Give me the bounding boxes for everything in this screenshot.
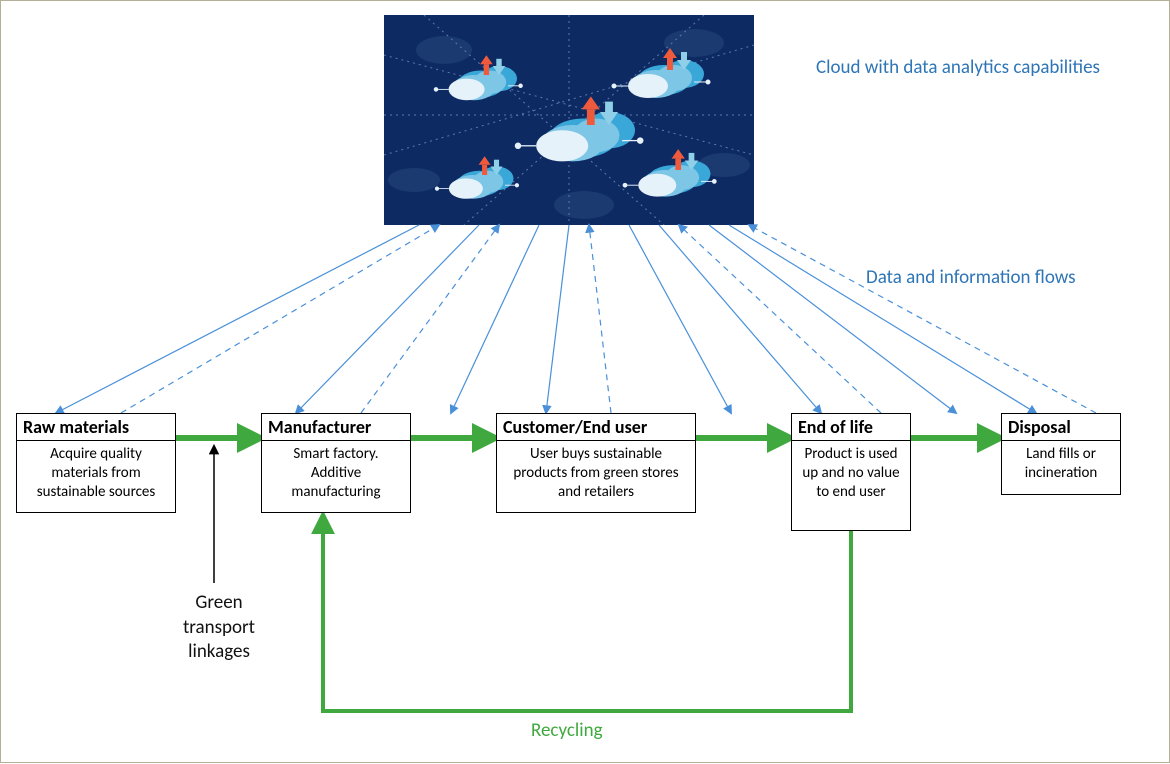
stage-disposal: Disposal Land fills or incineration	[1001, 413, 1121, 495]
stage-customer: Customer/End user User buys sustainable p…	[496, 413, 696, 513]
stage-title: Disposal	[1002, 414, 1120, 441]
stage-end-of-life: End of life Product is used up and no val…	[791, 413, 911, 531]
cloud-illustration	[384, 15, 754, 225]
stage-raw-materials: Raw materials Acquire quality materials f…	[16, 413, 176, 513]
stage-desc: Smart factory. Additive manufacturing	[268, 445, 404, 501]
stage-title: Raw materials	[17, 414, 175, 441]
recycling-label: Recycling	[531, 719, 603, 742]
stage-manufacturer: Manufacturer Smart factory. Additive manu…	[261, 413, 411, 513]
stage-desc: Product is used up and no value to end u…	[798, 445, 904, 501]
green-transport-label: Green transport linkages	[159, 591, 279, 665]
stage-title: Customer/End user	[497, 414, 695, 441]
stage-desc: Acquire quality materials from sustainab…	[23, 445, 169, 501]
stage-title: End of life	[792, 414, 910, 441]
stage-desc: User buys sustainable products from gree…	[503, 445, 689, 501]
cloud-panel	[384, 15, 754, 225]
stage-desc: Land fills or incineration	[1008, 445, 1114, 483]
data-flow-caption: Data and information flows	[866, 266, 1076, 289]
stage-title: Manufacturer	[262, 414, 410, 441]
cloud-caption: Cloud with data analytics capabilities	[816, 56, 1100, 79]
